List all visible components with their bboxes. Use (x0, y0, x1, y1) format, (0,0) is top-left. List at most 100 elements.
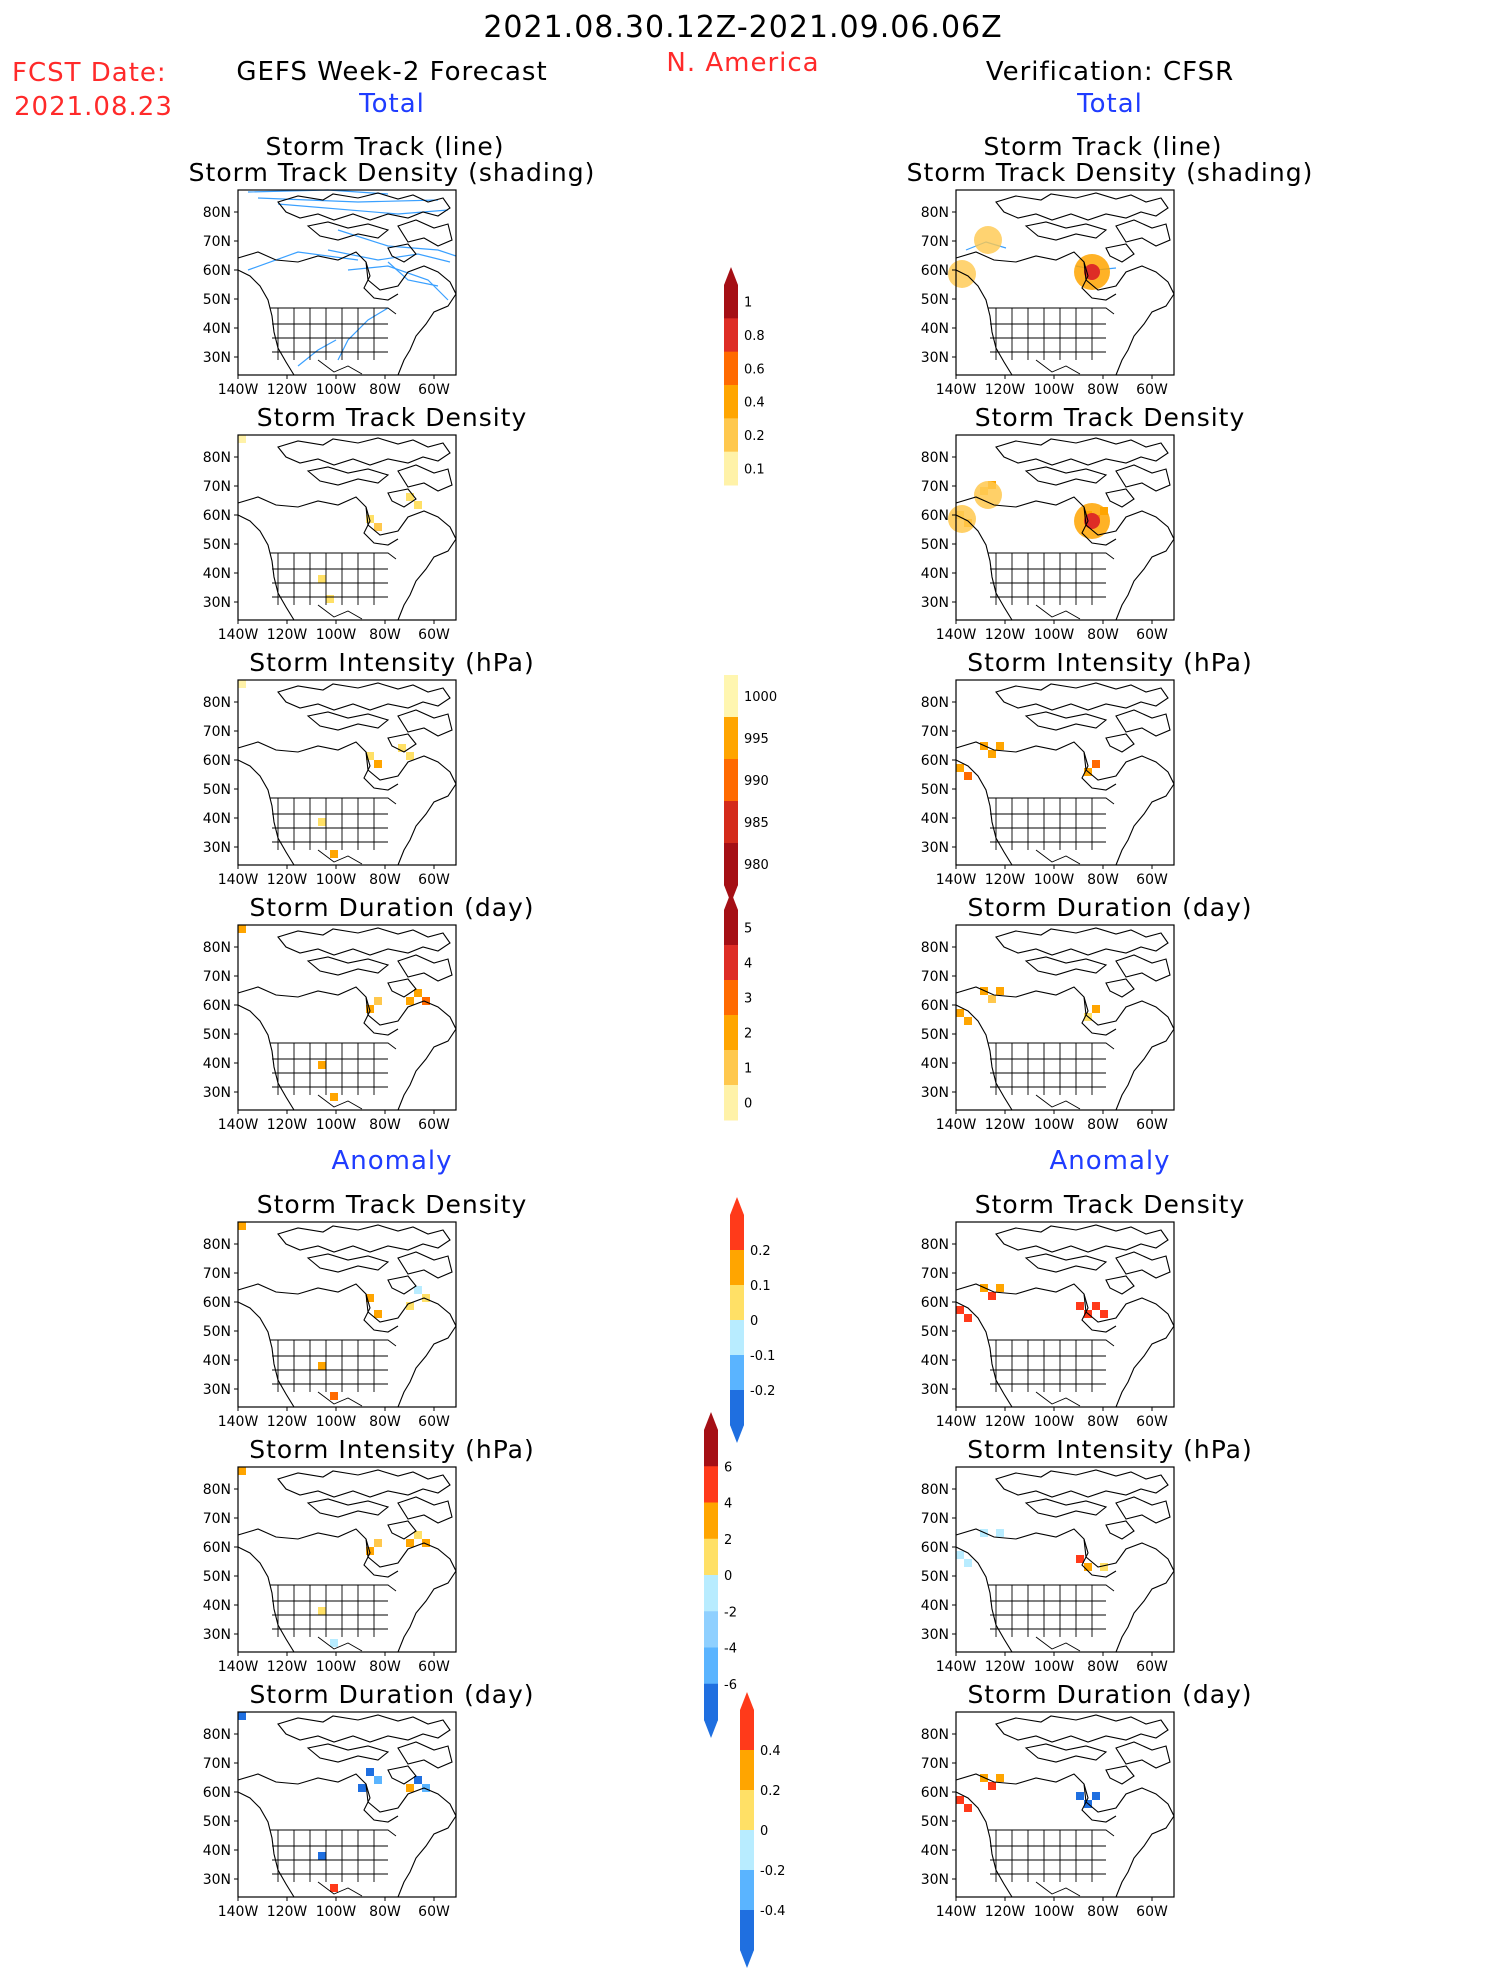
lat-tick-label: 60N (203, 1295, 231, 1311)
lat-tick-label: 30N (921, 840, 949, 856)
colorbar-label: 0 (744, 1097, 752, 1112)
heat-cell (330, 1884, 338, 1892)
right-anom-intensity-map: 80N 70N 60N 50N 40N 30N 140W 120W 100W 80W 60W (921, 1466, 1175, 1675)
density-blob (974, 226, 1002, 254)
lat-tick-label: 30N (203, 1085, 231, 1101)
colorbar-label: 4 (744, 957, 752, 972)
lon-tick-label: 100W (1034, 1414, 1075, 1430)
lon-tick-label: 120W (985, 1117, 1026, 1133)
lon-tick-label: 140W (218, 1117, 259, 1133)
heat-cell (1092, 1302, 1100, 1310)
lon-tick-label: 140W (936, 1414, 977, 1430)
heat-cell (414, 501, 422, 509)
lon-tick-label: 100W (1034, 1659, 1075, 1675)
lat-tick-label: 50N (921, 1027, 949, 1043)
heat-cell (406, 493, 414, 501)
heat-cell (1092, 1792, 1100, 1800)
lon-tick-label: 80W (1087, 872, 1119, 888)
lat-tick-label: 30N (203, 350, 231, 366)
lat-tick-label: 50N (203, 782, 231, 798)
heat-cell (1100, 1310, 1108, 1318)
heat-cell (422, 1294, 430, 1302)
lon-tick-label: 60W (1136, 872, 1168, 888)
heat-cell (414, 1776, 422, 1784)
lat-tick-label: 70N (203, 1756, 231, 1772)
lat-tick-label: 80N (203, 940, 231, 956)
colorbar-segment (724, 1085, 738, 1121)
density-blob (1084, 513, 1100, 529)
lon-tick-label: 60W (418, 1117, 450, 1133)
colorbar-segment (740, 1870, 754, 1911)
colorbar-label: 4 (724, 1497, 732, 1512)
colorbar-label: 6 (724, 1460, 732, 1475)
lon-tick-label: 120W (985, 872, 1026, 888)
lon-tick-label: 100W (1034, 382, 1075, 398)
lat-tick-label: 40N (921, 566, 949, 582)
left-intensity-title: Storm Intensity (hPa) (249, 648, 535, 677)
heat-cell (238, 1222, 246, 1230)
lat-tick-label: 30N (921, 350, 949, 366)
heat-cell (238, 435, 246, 443)
right-intensity-map: 80N 70N 60N 50N 40N 30N 140W 120W 100W 80W 60W (921, 679, 1175, 888)
colorbar-label: 985 (744, 816, 769, 831)
lon-tick-label: 80W (369, 872, 401, 888)
lon-tick-label: 80W (369, 1414, 401, 1430)
colorbar-arrow-top (740, 1692, 754, 1710)
lat-tick-label: 40N (203, 1353, 231, 1369)
lat-tick-label: 60N (203, 263, 231, 279)
storm-track-lines (247, 189, 457, 367)
heat-cell (330, 850, 338, 858)
lat-tick-label: 60N (921, 753, 949, 769)
lon-tick-label: 140W (218, 627, 259, 643)
colorbar-label: 5 (744, 922, 752, 937)
lon-tick-label: 120W (267, 1117, 308, 1133)
lat-tick-label: 30N (921, 1382, 949, 1398)
left-anom-intensity-map: 80N 70N 60N 50N 40N 30N 140W 120W 100W 80W 60W (203, 1466, 457, 1675)
colorbar-label: 0 (750, 1314, 758, 1329)
left-anomaly-label: Anomaly (331, 1146, 453, 1176)
heat-cell (318, 1852, 326, 1860)
colorbar-label: 1 (744, 296, 752, 311)
lat-tick-label: 60N (921, 508, 949, 524)
lon-tick-label: 140W (936, 627, 977, 643)
colorbar-arrow-bottom (730, 1425, 744, 1443)
heat-cell (358, 1784, 366, 1792)
colorbar-segment (704, 1466, 718, 1503)
heat-cell (366, 752, 374, 760)
lon-tick-label: 140W (218, 1904, 259, 1920)
colorbar-segment (724, 285, 738, 319)
lon-tick-label: 140W (936, 872, 977, 888)
right-anom-density-title: Storm Track Density (974, 1190, 1246, 1219)
heat-cell (330, 1639, 338, 1647)
heat-cell (406, 997, 414, 1005)
lon-tick-label: 120W (267, 1904, 308, 1920)
heat-cell (1092, 1005, 1100, 1013)
lon-tick-label: 100W (316, 627, 357, 643)
lon-tick-label: 120W (985, 1904, 1026, 1920)
lat-tick-label: 50N (203, 292, 231, 308)
heat-cell (988, 1782, 996, 1790)
lat-tick-label: 50N (921, 1324, 949, 1340)
colorbar-label: 995 (744, 732, 769, 747)
region-title: N. America (666, 48, 820, 78)
colorbar-label: 0.2 (750, 1244, 771, 1259)
right-density-map: 80N 70N 60N 50N 40N 30N 140W 120W 100W 80W 60W (921, 434, 1175, 643)
heat-cell (318, 818, 326, 826)
colorbar-arrow-bottom (740, 1950, 754, 1968)
heat-cell (996, 742, 1004, 750)
lon-tick-label: 120W (985, 627, 1026, 643)
colorbar-label: -0.1 (750, 1349, 775, 1364)
lat-tick-label: 60N (203, 753, 231, 769)
lon-tick-label: 120W (985, 382, 1026, 398)
lon-tick-label: 100W (316, 1117, 357, 1133)
lon-tick-label: 120W (985, 1414, 1026, 1430)
heat-cell (366, 1294, 374, 1302)
lat-tick-label: 50N (203, 1027, 231, 1043)
colorbar-label: 0.1 (750, 1279, 771, 1294)
lon-tick-label: 80W (369, 1659, 401, 1675)
lat-tick-label: 60N (921, 263, 949, 279)
heat-cell (238, 1712, 246, 1720)
lat-tick-label: 70N (921, 479, 949, 495)
lon-tick-label: 100W (1034, 627, 1075, 643)
right-anomaly-label: Anomaly (1049, 1146, 1171, 1176)
